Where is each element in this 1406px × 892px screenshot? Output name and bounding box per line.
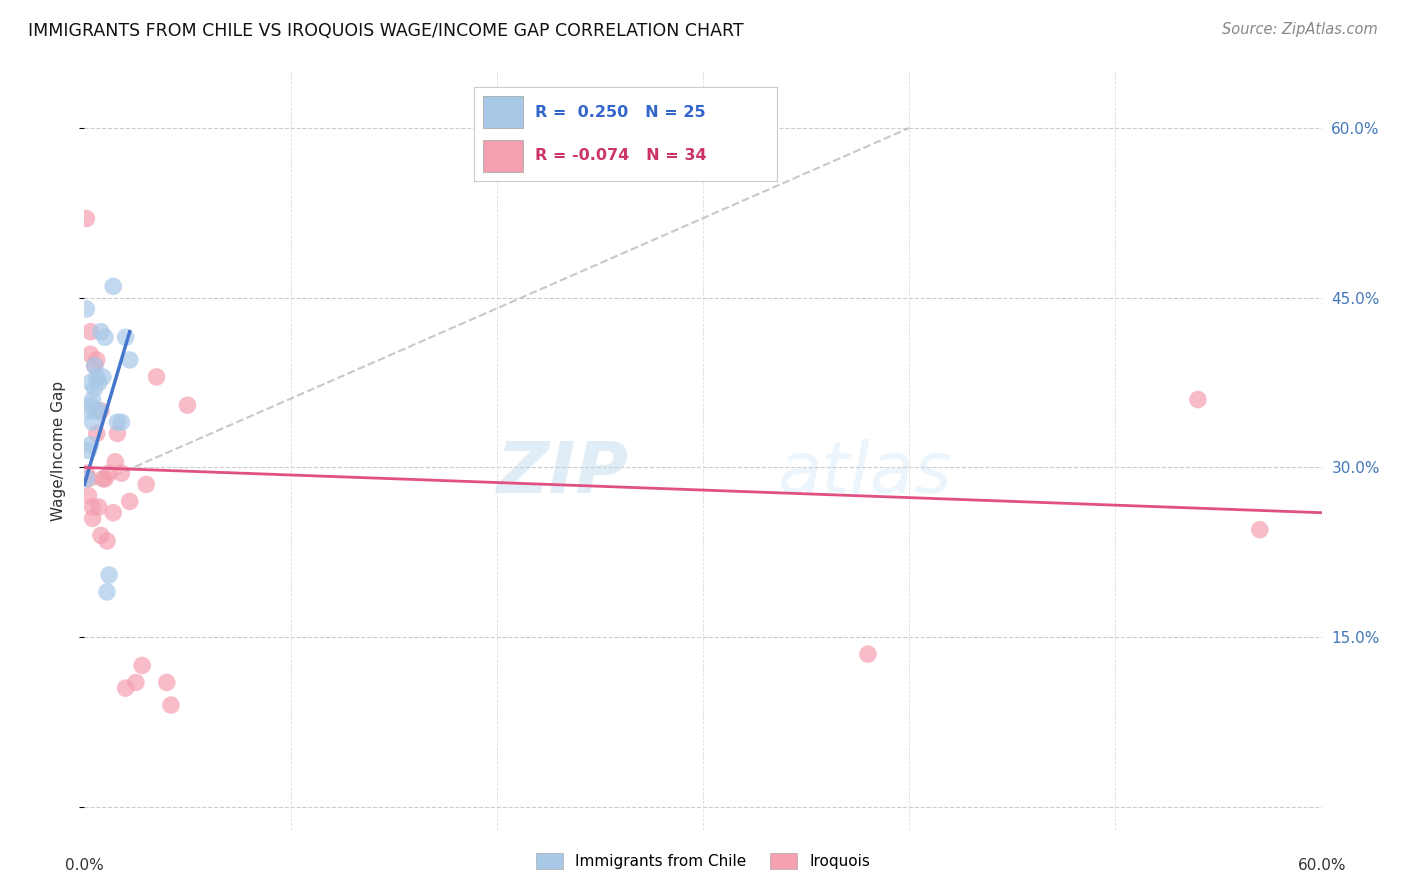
Point (83, 359, 105, 373)
Point (103, 506, 125, 520)
Legend: Immigrants from Chile, Iroquois: Immigrants from Chile, Iroquois (530, 847, 876, 875)
Point (87, 376, 110, 390)
Text: IMMIGRANTS FROM CHILE VS IROQUOIS WAGE/INCOME GAP CORRELATION CHART: IMMIGRANTS FROM CHILE VS IROQUOIS WAGE/I… (28, 22, 744, 40)
Point (118, 353, 141, 368)
Point (83, 381, 105, 395)
Point (91, 472, 114, 486)
Point (105, 415, 128, 429)
Point (87, 500, 110, 514)
Point (103, 279, 125, 293)
Point (160, 698, 183, 712)
Point (79, 398, 101, 412)
Point (86, 404, 108, 418)
Point (75, 472, 97, 486)
Point (110, 415, 132, 429)
Point (145, 370, 167, 384)
Text: ZIP: ZIP (496, 439, 628, 508)
Point (77, 404, 100, 418)
Point (125, 675, 148, 690)
Text: atlas: atlas (778, 439, 952, 508)
Point (91, 370, 114, 384)
Point (94, 330, 117, 344)
Point (79, 325, 101, 339)
Point (90, 404, 112, 418)
Point (105, 426, 128, 441)
Point (90, 528, 112, 542)
Point (75, 211, 97, 226)
Point (94, 472, 117, 486)
Point (77, 472, 100, 486)
Point (1187, 392, 1209, 407)
Point (77, 489, 100, 503)
Point (98, 568, 121, 582)
Point (131, 658, 153, 673)
Point (79, 438, 101, 452)
Point (82, 415, 104, 429)
Point (98, 466, 121, 480)
Point (82, 511, 104, 525)
Point (90, 325, 112, 339)
Point (110, 466, 132, 480)
Point (79, 347, 101, 361)
Point (86, 426, 108, 441)
Point (75, 466, 97, 480)
Text: Source: ZipAtlas.com: Source: ZipAtlas.com (1222, 22, 1378, 37)
Point (135, 477, 157, 491)
Point (1249, 523, 1271, 537)
Point (83, 359, 105, 373)
Point (156, 675, 179, 690)
Point (176, 398, 198, 412)
Point (96, 533, 118, 548)
Point (118, 494, 141, 508)
Point (82, 500, 104, 514)
Point (79, 376, 101, 390)
Y-axis label: Wage/Income Gap: Wage/Income Gap (51, 380, 66, 521)
Point (86, 370, 108, 384)
Point (87, 404, 110, 418)
Point (82, 392, 104, 407)
Point (96, 585, 118, 599)
Point (856, 647, 879, 661)
Text: 60.0%: 60.0% (1298, 858, 1346, 873)
Point (104, 455, 127, 469)
Point (114, 681, 136, 695)
Point (114, 330, 136, 344)
Point (86, 353, 108, 368)
Point (75, 301, 97, 316)
Text: 0.0%: 0.0% (65, 858, 104, 873)
Point (77, 443, 100, 458)
